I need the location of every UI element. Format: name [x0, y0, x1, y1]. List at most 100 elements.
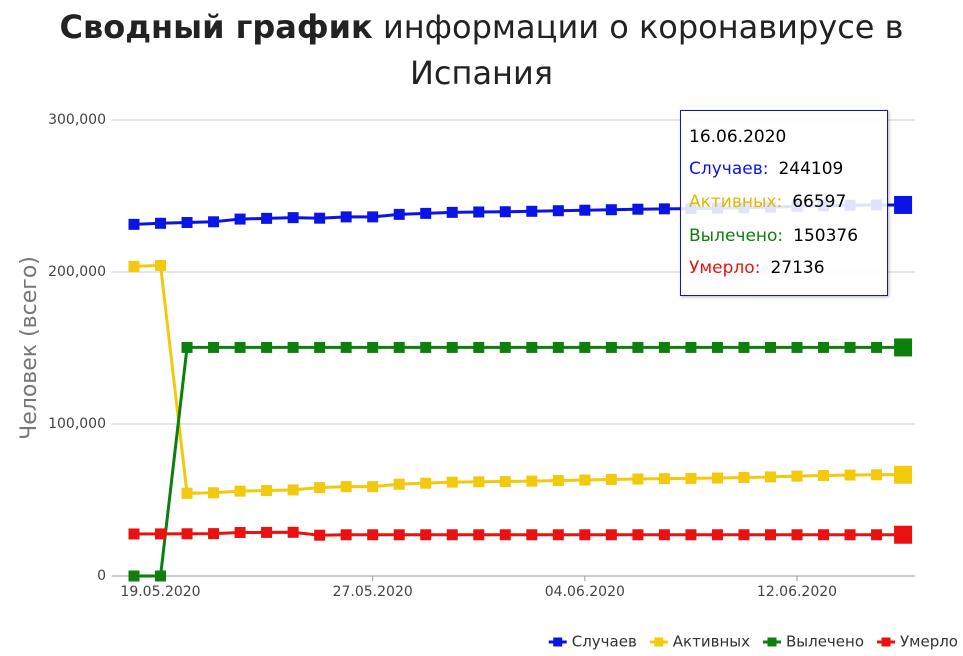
x-tick-label: 12.06.2020	[757, 584, 837, 600]
tooltip-row: Вылечено: 150376	[689, 226, 858, 246]
series	[128, 338, 913, 582]
y-axis-label: Человек (всего)	[17, 256, 42, 440]
point	[367, 211, 379, 223]
point	[685, 341, 697, 353]
point	[738, 472, 750, 484]
point	[605, 474, 617, 486]
point	[844, 341, 856, 353]
point	[764, 341, 776, 353]
point	[764, 471, 776, 483]
point	[234, 485, 246, 497]
point	[579, 529, 591, 541]
chart-title: Сводный график информации о коронавирусе…	[20, 4, 943, 96]
point	[261, 526, 273, 538]
point	[685, 472, 697, 484]
point	[128, 218, 140, 230]
point	[526, 475, 538, 487]
point	[314, 212, 326, 224]
point	[314, 529, 326, 541]
point	[420, 477, 432, 489]
point	[420, 341, 432, 353]
point	[552, 341, 564, 353]
point	[128, 570, 140, 582]
series-line	[133, 530, 904, 537]
point	[287, 212, 299, 224]
point	[632, 203, 644, 215]
point	[605, 204, 617, 216]
x-tick-label: 04.06.2020	[545, 584, 625, 600]
point	[261, 341, 273, 353]
point	[711, 472, 723, 484]
tooltip-row: Умерло: 27136	[689, 258, 825, 278]
point	[446, 476, 458, 488]
point	[791, 470, 803, 482]
legend-label: Умерло	[900, 633, 958, 651]
point	[367, 529, 379, 541]
point	[446, 341, 458, 353]
point	[367, 341, 379, 353]
point	[871, 341, 883, 353]
point	[499, 206, 511, 218]
point	[208, 528, 220, 540]
point	[340, 481, 352, 493]
legend-marker	[767, 637, 777, 647]
tooltip-label: Вылечено:	[689, 226, 784, 246]
point	[844, 469, 856, 481]
point	[155, 570, 167, 582]
point	[181, 341, 193, 353]
point	[287, 526, 299, 538]
legend-marker	[553, 637, 563, 647]
point	[632, 529, 644, 541]
tooltip-label: Умерло:	[689, 258, 761, 278]
point	[579, 474, 591, 486]
point	[420, 529, 432, 541]
point	[181, 487, 193, 499]
point	[894, 525, 913, 544]
point	[738, 341, 750, 353]
tooltip: 16.06.2020 Случаев: 244109 Активных: 66597…	[680, 110, 888, 296]
point	[658, 203, 670, 215]
point	[473, 476, 485, 488]
point	[261, 212, 273, 224]
point	[473, 341, 485, 353]
tooltip-title: 16.06.2020	[689, 127, 787, 147]
point	[818, 341, 830, 353]
point	[738, 529, 750, 541]
point	[579, 341, 591, 353]
point	[871, 469, 883, 481]
tooltip-value: 27136	[770, 258, 825, 278]
y-tick-label: 0	[97, 568, 106, 584]
point	[155, 217, 167, 229]
tooltip-value: 150376	[793, 226, 859, 246]
x-tick-label: 19.05.2020	[120, 584, 200, 600]
point	[155, 259, 167, 271]
point	[340, 529, 352, 541]
point	[473, 206, 485, 218]
point	[552, 475, 564, 487]
point	[393, 478, 405, 490]
point	[314, 482, 326, 494]
legend: Случаев Активных Вылечено Умерло	[548, 633, 958, 651]
series-line	[133, 263, 904, 495]
point	[367, 481, 379, 493]
point	[234, 526, 246, 538]
point	[579, 204, 591, 216]
point	[128, 528, 140, 540]
point	[764, 529, 776, 541]
point	[393, 341, 405, 353]
point	[287, 341, 299, 353]
point	[605, 529, 617, 541]
legend-label: Активных	[673, 633, 750, 651]
point	[261, 485, 273, 497]
series-line	[134, 345, 904, 578]
point	[658, 529, 670, 541]
point	[791, 341, 803, 353]
point	[818, 529, 830, 541]
point	[791, 529, 803, 541]
point	[499, 341, 511, 353]
tooltip-row: Активных: 66597	[689, 192, 846, 212]
point	[658, 473, 670, 485]
point	[446, 206, 458, 218]
